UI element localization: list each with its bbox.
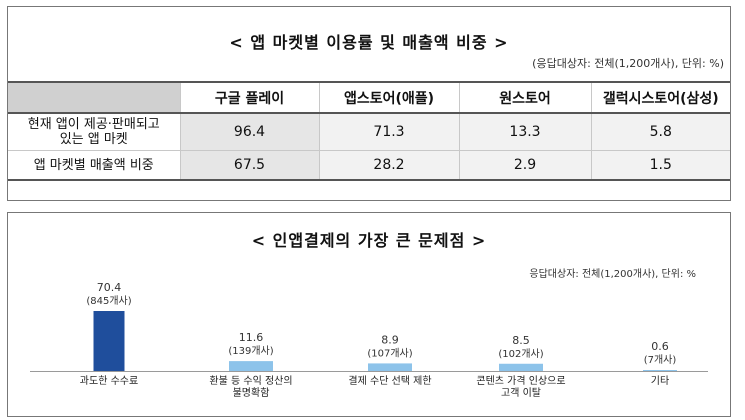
table-corner-cell [8,81,181,114]
bar [93,311,125,371]
table-cell: 28.2 [318,150,460,181]
column-header: 앱스토어(애플) [318,81,460,114]
data-label: 8.9 [381,333,399,346]
chart-unit-note: 응답대상자: 전체(1,200개사), 단위: % [529,269,696,280]
count-label: (107개사) [367,347,412,359]
category-label: 콘텐츠 가격 인상으로 [476,374,565,387]
category-label: 과도한 수수료 [80,375,138,387]
table-unit-note: (응답대상자: 전체(1,200개사), 단위: %) [532,57,724,70]
inapp-problems-panel: < 인앱결제의 가장 큰 문제점 > 응답대상자: 전체(1,200개사), 단… [7,212,731,417]
column-header: 구글 플레이 [179,81,320,114]
count-label: (7개사) [644,354,677,366]
count-label: (102개사) [498,348,543,360]
market-usage-panel: < 앱 마켓별 이용률 및 매출액 비중 > (응답대상자: 전체(1,200개… [7,6,731,201]
table-cell: 1.5 [590,150,730,181]
row-header: 앱 마켓별 매출액 비중 [8,150,181,181]
category-label: 결제 수단 선택 제한 [348,375,431,387]
market-usage-table: 구글 플레이 앱스토어(애플) 원스토어 갤럭시스토어(삼성) 현재 앱이 제공… [8,81,730,181]
category-label: 환불 등 수익 정산의 [209,375,292,387]
row-header: 현재 앱이 제공·판매되고 있는 앱 마켓 [8,112,181,151]
data-label: 8.5 [512,334,530,347]
row-header-line: 현재 앱이 제공·판매되고 [27,117,160,132]
data-label: 11.6 [239,331,264,344]
table-cell: 2.9 [458,150,592,181]
row-header-line: 있는 앱 마켓 [59,132,128,147]
chart-title: < 인앱결제의 가장 큰 문제점 > [251,231,487,250]
table-cell: 5.8 [590,112,730,151]
category-label: 불명확함 [233,387,270,399]
data-label: 0.6 [651,340,669,353]
table-cell: 71.3 [318,112,460,151]
bar [643,370,677,371]
bar [229,361,273,371]
bar [499,363,543,371]
table-cell: 67.5 [179,150,320,181]
column-header: 원스토어 [458,81,592,114]
count-label: (139개사) [228,345,273,357]
table-cell: 96.4 [179,112,320,151]
category-label: 고객 이탈 [501,386,541,399]
table-cell: 13.3 [458,112,592,151]
category-label: 기타 [651,375,669,387]
count-label: (845개사) [86,295,131,307]
column-header: 갤럭시스토어(삼성) [590,81,730,114]
table-row: 현재 앱이 제공·판매되고 있는 앱 마켓 96.4 71.3 13.3 5.8 [8,112,730,151]
bar-chart: 70.4(845개사) 과도한 수수료 11.6(139개사) 환불 등 수익 정산의… [30,281,708,399]
table-row: 앱 마켓별 매출액 비중 67.5 28.2 2.9 1.5 [8,150,730,181]
table-title: < 앱 마켓별 이용률 및 매출액 비중 > [229,33,509,52]
bar [368,363,412,371]
row-header-line: 앱 마켓별 매출액 비중 [33,157,154,173]
data-label: 70.4 [97,281,122,294]
